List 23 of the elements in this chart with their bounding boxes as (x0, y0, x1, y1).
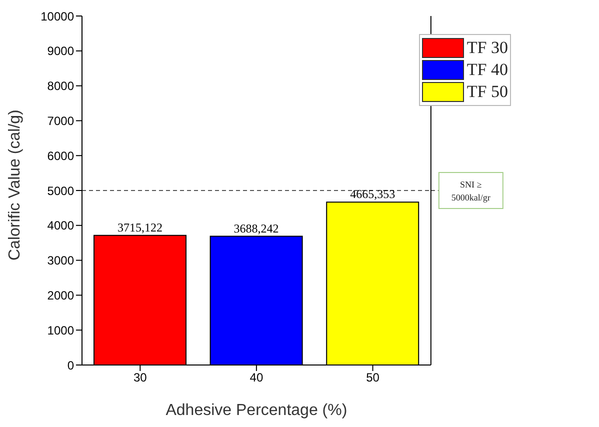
x-tick-label: 40 (250, 370, 264, 385)
y-tick-label: 7000 (47, 114, 74, 128)
y-tick-label: 2000 (47, 288, 74, 302)
x-tick-label: 30 (133, 370, 148, 385)
y-tick-label: 8000 (47, 79, 74, 94)
legend-label: TF 50 (466, 82, 508, 102)
x-axis-title: Adhesive Percentage (%) (166, 402, 348, 419)
data-label: 3715,122 (118, 220, 162, 234)
ref-line-label: SNI ≥ 5000kal/gr (451, 180, 490, 202)
y-tick-label: 5000 (47, 184, 74, 198)
legend-label: TF 40 (466, 60, 508, 80)
y-tick-label: 9000 (47, 44, 74, 58)
x-tick-label: 50 (366, 370, 380, 385)
y-tick-label: 6000 (47, 148, 74, 163)
y-axis-title: Calorific Value (cal/g) (6, 110, 24, 260)
data-label: 3688,242 (234, 221, 279, 236)
legend-label: TF 30 (466, 38, 508, 58)
y-tick-label: 1000 (47, 323, 74, 338)
y-tick-label: 10000 (40, 9, 74, 24)
y-tick-label: 4000 (47, 218, 74, 233)
data-label: 4665,353 (350, 187, 396, 202)
y-tick-label: 0 (67, 358, 74, 372)
y-tick-label: 3000 (47, 254, 74, 268)
